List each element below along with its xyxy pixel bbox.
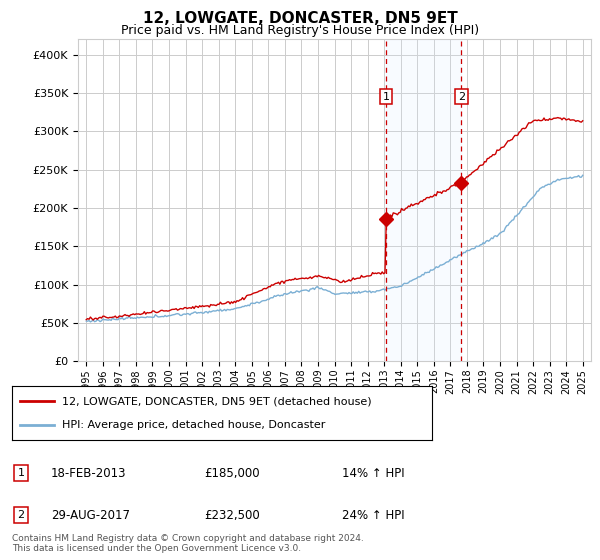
Text: 18-FEB-2013: 18-FEB-2013: [51, 466, 127, 480]
Text: 14% ↑ HPI: 14% ↑ HPI: [342, 466, 404, 480]
Bar: [386, 39, 461, 361]
Text: 12, LOWGATE, DONCASTER, DN5 9ET (detached house): 12, LOWGATE, DONCASTER, DN5 9ET (detache…: [62, 396, 372, 407]
Text: HPI: Average price, detached house, Doncaster: HPI: Average price, detached house, Donc…: [62, 419, 326, 430]
Text: 1: 1: [17, 468, 25, 478]
Text: 29-AUG-2017: 29-AUG-2017: [51, 508, 130, 522]
Text: 24% ↑ HPI: 24% ↑ HPI: [342, 508, 404, 522]
Text: 2: 2: [458, 92, 465, 102]
Text: 12, LOWGATE, DONCASTER, DN5 9ET: 12, LOWGATE, DONCASTER, DN5 9ET: [143, 11, 457, 26]
Text: Price paid vs. HM Land Registry's House Price Index (HPI): Price paid vs. HM Land Registry's House …: [121, 24, 479, 36]
Text: £232,500: £232,500: [204, 508, 260, 522]
Text: 1: 1: [383, 92, 389, 102]
Text: £185,000: £185,000: [204, 466, 260, 480]
Text: Contains HM Land Registry data © Crown copyright and database right 2024.
This d: Contains HM Land Registry data © Crown c…: [12, 534, 364, 553]
Text: 2: 2: [17, 510, 25, 520]
